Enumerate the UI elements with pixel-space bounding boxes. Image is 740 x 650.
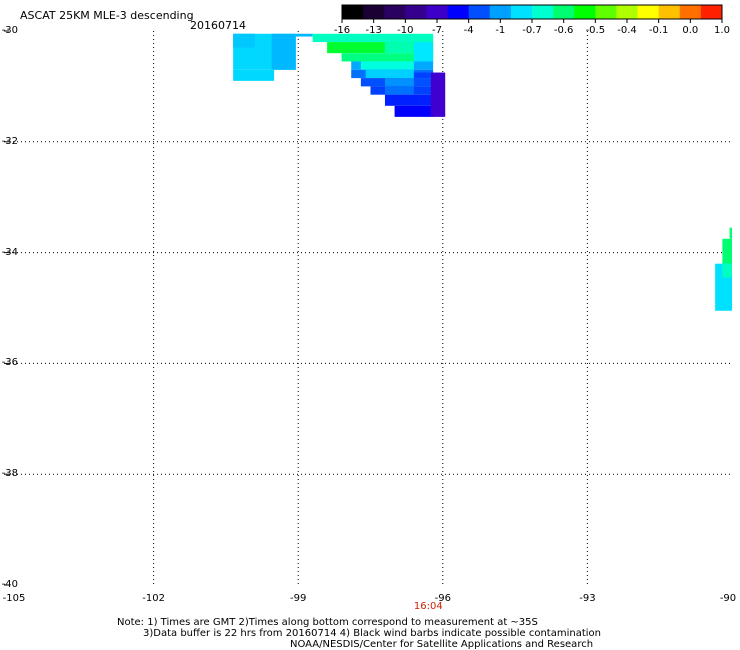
colorbar-label: -0.5 <box>586 25 606 36</box>
footer-note-line2: 3)Data buffer is 22 hrs from 20160714 4)… <box>143 628 601 639</box>
colorbar-label: -4 <box>464 25 474 36</box>
wind-cell <box>384 78 414 87</box>
lat-label: -30 <box>1 25 18 36</box>
wind-cell <box>312 33 434 43</box>
colorbar-swatch <box>363 5 385 19</box>
wind-cell <box>341 53 434 62</box>
wind-cell <box>360 61 414 70</box>
lat-label: -38 <box>1 468 18 480</box>
lat-label: -32 <box>1 135 18 147</box>
axis-ticks <box>4 30 9 586</box>
wind-cell <box>295 33 313 37</box>
colorbar-swatches <box>341 4 723 20</box>
lat-label: -36 <box>1 357 18 369</box>
colorbar-label: -13 <box>365 25 381 36</box>
colorbar-swatch <box>553 5 575 19</box>
colorbar-swatch <box>342 5 364 19</box>
colorbar-swatch <box>679 5 702 19</box>
wind-swath <box>233 33 732 311</box>
wind-cell <box>233 33 255 48</box>
wind-cell <box>413 72 431 79</box>
colorbar-swatch <box>384 5 406 19</box>
lon-label: -99 <box>290 593 307 604</box>
colorbar-swatch <box>447 5 470 19</box>
colorbar-label: -0.1 <box>649 25 669 36</box>
wind-cell <box>384 94 434 106</box>
colorbar-label: -0.7 <box>522 25 542 36</box>
colorbar-label: -0.6 <box>554 25 574 36</box>
colorbar-swatch <box>532 5 554 19</box>
wind-cell <box>233 69 275 81</box>
wind-cell <box>722 238 732 278</box>
colorbar-label: -0.4 <box>617 25 637 36</box>
colorbar-swatch <box>489 5 512 19</box>
colorbar-swatch <box>658 5 681 19</box>
time-label: 16:04 <box>413 601 443 612</box>
colorbar-swatch <box>637 5 660 19</box>
colorbar-swatch <box>616 5 639 19</box>
colorbar-label: -1 <box>495 25 505 36</box>
lon-label: -105 <box>2 593 26 604</box>
wind-cell <box>271 33 296 70</box>
lat-label: -34 <box>1 246 18 258</box>
map-title: ASCAT 25KM MLE-3 descending <box>20 9 194 22</box>
wind-cell <box>722 263 732 278</box>
colorbar-label: -10 <box>397 25 413 36</box>
wind-cell <box>394 105 434 117</box>
lon-label: -90 <box>719 593 737 604</box>
colorbar-label: 1.0 <box>714 25 730 36</box>
wind-cell <box>384 86 414 95</box>
lon-label: -102 <box>142 593 165 604</box>
colorbar-swatch <box>595 5 617 19</box>
wind-cell <box>365 69 414 79</box>
wind-cell <box>430 72 446 117</box>
footer-note-line3: NOAA/NESDIS/Center for Satellite Applica… <box>290 639 594 650</box>
wind-cell <box>384 42 414 54</box>
wind-cell <box>729 227 732 239</box>
wind-cell <box>327 42 434 54</box>
colorbar: -16 -13 -10 -7 -4 -1 -0.7 -0.6 -0.5 -0.4 -0.1 0.0 1.… <box>334 4 730 36</box>
wind-cell <box>413 42 434 62</box>
colorbar-swatch <box>405 5 427 19</box>
colorbar-swatch <box>426 5 449 19</box>
lon-label: -96 <box>434 593 451 604</box>
colorbar-label: 0.0 <box>682 25 698 36</box>
colorbar-swatch <box>510 5 533 19</box>
colorbar-swatch <box>574 5 596 19</box>
colorbar-label: -7 <box>432 25 442 36</box>
lon-label: -93 <box>579 593 596 604</box>
colorbar-swatch <box>468 5 491 19</box>
graticule-grid <box>9 31 732 585</box>
footer-note-line1: Note: 1) Times are GMT 2)Times along bot… <box>117 617 538 628</box>
colorbar-label: -16 <box>334 25 350 36</box>
colorbar-labels: -16 -13 -10 -7 -4 -1 -0.7 -0.6 -0.5 -0.4 -0.1 0.0 1.… <box>334 19 730 36</box>
lat-label: -40 <box>1 579 18 590</box>
colorbar-swatch <box>700 5 723 19</box>
map-date: 20160714 <box>190 19 246 32</box>
